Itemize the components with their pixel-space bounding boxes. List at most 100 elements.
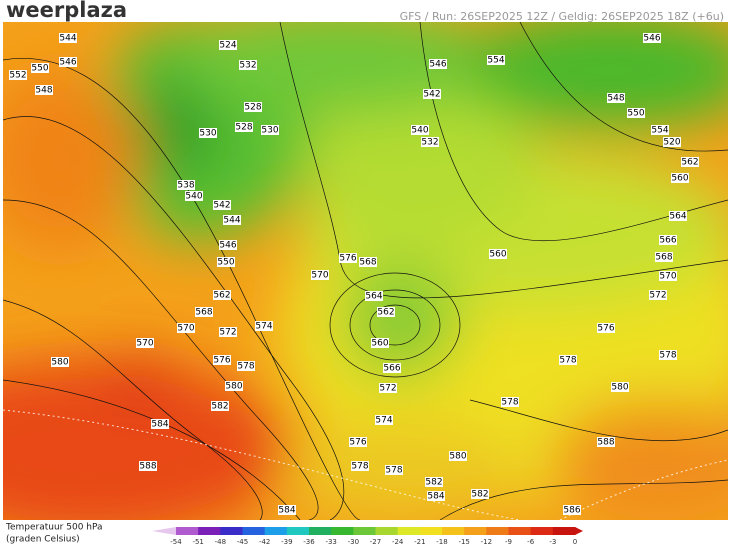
label-box (563, 505, 581, 515)
legend-tick: 0 (573, 538, 577, 546)
height-label-text: 578 (385, 466, 402, 476)
height-label-text: 570 (659, 272, 676, 282)
logo: weerplaza (6, 0, 127, 22)
height-label-text: 524 (219, 41, 236, 51)
height-label-text: 574 (255, 322, 272, 332)
height-label-text: 540 (411, 126, 428, 136)
run-info: GFS / Run: 26SEP2025 12Z / Geldig: 26SEP… (400, 10, 724, 23)
label-box (219, 40, 237, 50)
label-box (9, 70, 27, 80)
height-label-text: 544 (223, 216, 240, 226)
label-box (136, 338, 154, 348)
height-label: 550 (627, 108, 645, 119)
height-label-text: 572 (219, 328, 236, 338)
bar-segment (375, 527, 399, 535)
height-label: 576 (349, 437, 367, 448)
label-box (651, 125, 669, 135)
label-box (627, 108, 645, 118)
height-label-text: 550 (627, 109, 644, 119)
legend-tick: -42 (259, 538, 270, 546)
height-label: 572 (219, 327, 237, 338)
bar-segment (552, 527, 576, 535)
height-label-text: 582 (211, 402, 228, 412)
label-box (139, 461, 157, 471)
height-label-text: 538 (177, 181, 194, 191)
label-box (423, 89, 441, 99)
label-box (421, 137, 439, 147)
label-box (261, 125, 279, 135)
label-box (59, 57, 77, 67)
height-label: 562 (377, 307, 395, 318)
height-label-text: 562 (213, 291, 230, 301)
height-label: 532 (421, 137, 439, 148)
label-box (237, 361, 255, 371)
label-box (35, 85, 53, 95)
height-label-text: 550 (217, 258, 234, 268)
height-label-text: 582 (471, 490, 488, 500)
height-label: 542 (423, 89, 441, 100)
height-label: 576 (339, 253, 357, 264)
legend-tick: -45 (237, 538, 248, 546)
label-box (278, 505, 296, 515)
height-label-text: 572 (649, 291, 666, 301)
height-label-text: 540 (185, 192, 202, 202)
legend-tick: -39 (281, 538, 292, 546)
bar-segment (331, 527, 354, 535)
height-label: 554 (651, 125, 669, 136)
label-box (255, 321, 273, 331)
height-label-text: 554 (487, 56, 504, 66)
label-box (339, 253, 357, 263)
height-label: 578 (351, 461, 369, 472)
height-label: 554 (487, 55, 505, 66)
height-label: 528 (235, 122, 253, 133)
bar-segment (220, 527, 243, 535)
height-label-text: 548 (607, 94, 624, 104)
bar-segment (397, 527, 421, 535)
legend-tick: -24 (392, 538, 404, 546)
height-label: 546 (219, 240, 237, 251)
height-label-text: 532 (239, 61, 256, 71)
height-label-text: 532 (421, 138, 438, 148)
legend-subtitle: (graden Celsius) (6, 535, 80, 545)
label-box (219, 240, 237, 250)
label-box (607, 93, 625, 103)
label-box (225, 381, 243, 391)
height-label: 562 (681, 157, 699, 168)
height-label-text: 550 (31, 64, 48, 74)
label-box (671, 173, 689, 183)
legend-tick: -51 (192, 538, 203, 546)
height-label: 560 (671, 173, 689, 184)
label-box (611, 382, 629, 392)
height-label: 582 (425, 477, 443, 488)
height-label: 580 (449, 451, 467, 462)
height-label: 568 (655, 252, 673, 263)
height-label: 574 (255, 321, 273, 332)
height-label-text: 570 (136, 339, 153, 349)
height-label-text: 588 (139, 462, 156, 472)
height-label-text: 546 (643, 34, 660, 44)
height-label-text: 566 (659, 236, 676, 246)
height-label: 578 (501, 397, 519, 408)
label-box (427, 491, 445, 501)
label-box (669, 211, 687, 221)
height-label-text: 560 (489, 250, 506, 260)
height-label-text: 528 (244, 103, 261, 113)
legend-title: Temperatuur 500 hPa (5, 523, 103, 533)
height-label: 548 (607, 93, 625, 104)
height-label-text: 570 (177, 324, 194, 334)
height-label-text: 530 (261, 126, 278, 136)
height-label-text: 576 (213, 356, 230, 366)
height-label: 550 (31, 63, 49, 74)
label-box (213, 355, 231, 365)
height-label-text: 572 (379, 384, 396, 394)
height-label: 568 (359, 257, 377, 268)
legend-tick: -48 (215, 538, 226, 546)
height-label-text: 552 (9, 71, 26, 81)
label-box (649, 290, 667, 300)
height-label: 570 (177, 323, 195, 334)
height-label: 520 (663, 137, 681, 148)
height-label: 574 (375, 415, 393, 426)
height-label-text: 580 (225, 382, 242, 392)
height-label: 566 (383, 363, 401, 374)
height-label-text: 528 (235, 123, 252, 133)
